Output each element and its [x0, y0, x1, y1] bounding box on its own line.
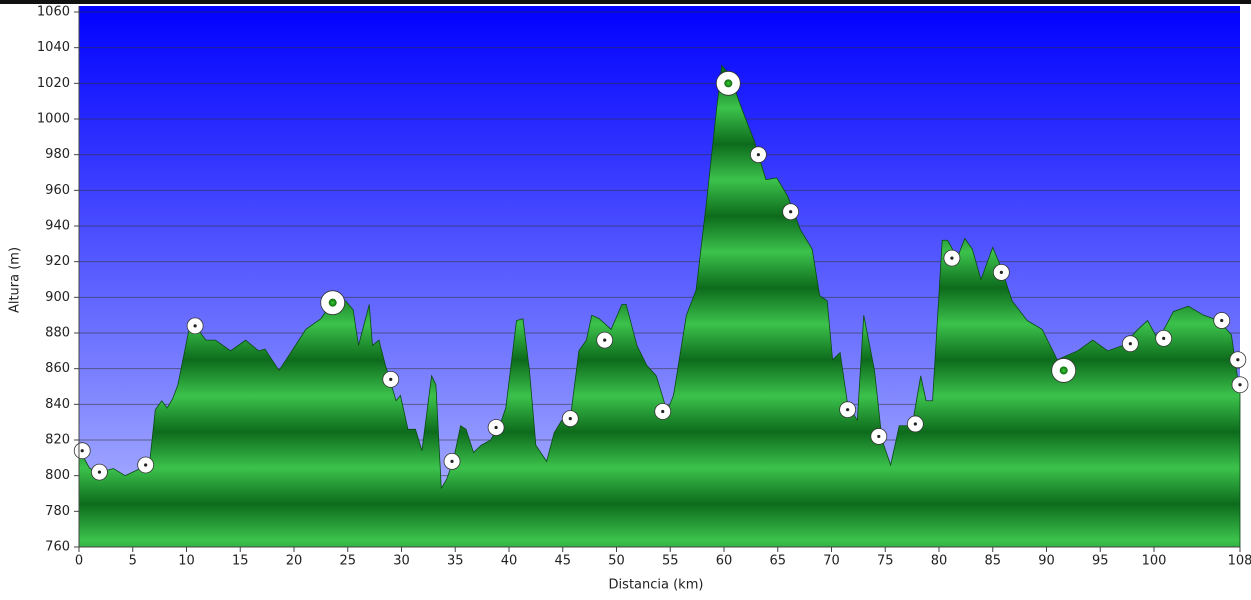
x-tick-label: 65 [769, 554, 786, 569]
x-tick-label: 70 [823, 554, 840, 569]
x-tick-label: 20 [286, 554, 303, 569]
x-tick-label: 35 [447, 554, 464, 569]
y-tick-label: 840 [45, 397, 70, 412]
y-tick-label: 1040 [37, 40, 70, 55]
y-tick-label: 960 [45, 183, 70, 198]
waypoint [750, 146, 767, 164]
waypoint [906, 415, 924, 433]
waypoint-dot [877, 434, 881, 439]
waypoint-dot [193, 324, 197, 328]
x-tick-label: 80 [931, 554, 948, 569]
waypoint-dot [450, 459, 454, 463]
x-tick-label: 0 [75, 554, 83, 569]
major-waypoint-dot [724, 79, 733, 88]
y-tick-label: 820 [45, 433, 70, 448]
x-tick-label: 40 [501, 554, 518, 569]
waypoint [782, 203, 800, 221]
y-tick-label: 940 [45, 219, 70, 234]
major-waypoint [320, 290, 346, 316]
waypoint [382, 370, 400, 388]
waypoint-dot [1236, 358, 1240, 362]
waypoint-dot [603, 338, 607, 342]
waypoint [1213, 312, 1231, 329]
y-tick-label: 980 [45, 147, 70, 162]
y-tick-label: 760 [45, 540, 70, 555]
y-tick-label: 900 [45, 290, 70, 305]
x-tick-label: 60 [716, 554, 733, 569]
y-tick-label: 780 [45, 504, 70, 519]
waypoint [137, 456, 155, 474]
waypoint-dot [144, 463, 148, 467]
waypoint [654, 403, 672, 420]
waypoint-dot [950, 256, 954, 260]
x-tick-label: 5 [129, 554, 137, 569]
major-waypoint [715, 70, 741, 96]
x-tick-label: 50 [608, 554, 625, 569]
waypoint-dot [661, 409, 665, 414]
x-tick-label: 95 [1092, 554, 1109, 569]
x-tick-label: 55 [662, 554, 679, 569]
waypoint-dot [999, 270, 1003, 274]
waypoint-dot [1162, 336, 1166, 340]
y-tick-label: 920 [45, 254, 70, 269]
top-bar [0, 0, 1251, 4]
waypoint-dot [1128, 342, 1132, 346]
waypoint [943, 249, 961, 267]
waypoint [73, 442, 91, 460]
y-tick-label: 1020 [37, 76, 70, 91]
waypoint [91, 463, 108, 481]
waypoint [992, 263, 1010, 281]
waypoint [1229, 351, 1247, 369]
waypoint [596, 331, 614, 349]
waypoint-dot [568, 417, 572, 421]
waypoint [1155, 329, 1173, 347]
waypoint-dot [494, 425, 498, 430]
x-tick-label: 108 [1228, 554, 1251, 569]
x-tick-label: 90 [1038, 554, 1055, 569]
x-tick-label: 85 [984, 554, 1001, 569]
y-tick-label: 880 [45, 326, 70, 341]
waypoint [1121, 335, 1139, 353]
x-tick-label: 100 [1142, 554, 1167, 569]
x-tick-label: 30 [393, 554, 410, 569]
waypoint-dot [846, 408, 850, 412]
major-waypoint-dot [1059, 366, 1068, 375]
y-tick-label: 800 [45, 468, 70, 483]
waypoint-dot [1238, 383, 1242, 387]
x-tick-label: 10 [178, 554, 195, 569]
waypoint-dot [913, 422, 917, 426]
waypoint-dot [97, 470, 102, 474]
waypoint [1231, 376, 1249, 394]
waypoint [186, 317, 204, 335]
y-tick-label: 1000 [37, 112, 70, 127]
x-axis-label: Distancia (km) [609, 578, 704, 593]
waypoint-dot [756, 153, 761, 157]
waypoint [487, 419, 505, 436]
waypoint [443, 452, 461, 470]
waypoint-dot [1220, 318, 1224, 323]
y-tick-label: 860 [45, 361, 70, 376]
waypoint-dot [80, 449, 84, 453]
y-axis-label: Altura (m) [8, 247, 23, 313]
x-tick-label: 45 [554, 554, 571, 569]
waypoint [870, 428, 888, 445]
x-tick-label: 25 [339, 554, 356, 569]
major-waypoint [1051, 358, 1077, 383]
x-tick-label: 75 [877, 554, 894, 569]
major-waypoint-dot [328, 298, 337, 307]
waypoint [561, 410, 579, 428]
waypoint-dot [389, 377, 393, 381]
x-tick-label: 15 [232, 554, 249, 569]
waypoint-dot [789, 210, 793, 214]
y-tick-label: 1060 [37, 5, 70, 20]
waypoint [839, 401, 857, 419]
